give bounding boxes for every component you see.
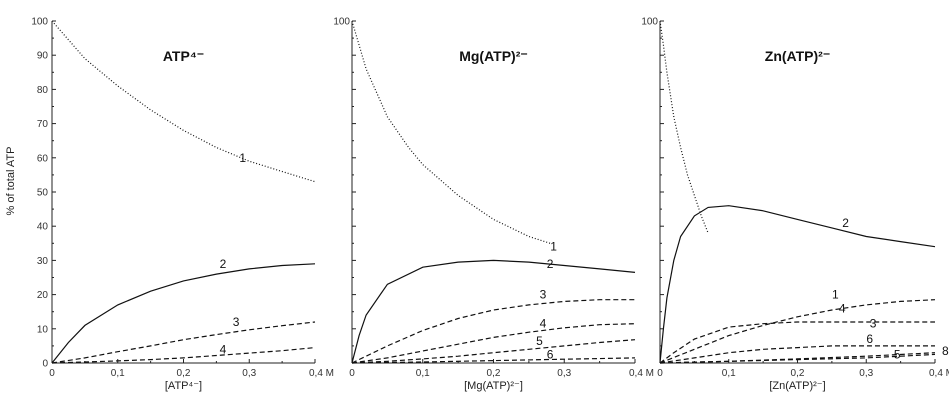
y-tick-label: 20 [37, 290, 49, 301]
y-tick-label: 30 [37, 256, 49, 267]
y-tick-label: 100 [333, 17, 350, 28]
y-tick-label: 50 [37, 188, 49, 199]
y-tick-label: 100 [641, 17, 658, 28]
series-label: 3 [870, 317, 877, 331]
series-label: 5 [536, 334, 543, 348]
x-tick-label: 0,4 M [309, 368, 334, 379]
series-label: 8 [942, 344, 949, 358]
y-tick-label: 70 [37, 119, 49, 130]
x-tick-label: 0,1 [722, 368, 736, 379]
series-label: 6 [866, 332, 873, 346]
x-tick-label: 0,1 [111, 368, 125, 379]
series-label: 4 [839, 301, 846, 315]
chart-title: Mg(ATP)²⁻ [459, 48, 528, 64]
chart-panel-3: 100 0 0,1 0,2 0,3 0,4 M [Zn(ATP)²⁻] Zn(ATP)²⁻ 1 2… [641, 17, 949, 393]
y-tick-label: 40 [37, 222, 49, 233]
x-tick-label: 0,2 [791, 368, 805, 379]
x-tick-label: 0,1 [416, 368, 430, 379]
series-label: 3 [233, 315, 240, 329]
series-line-5 [351, 339, 636, 364]
x-tick-label: 0,4 M [929, 368, 949, 379]
y-tick-label: 10 [37, 324, 49, 335]
series-line-1 [51, 20, 316, 183]
y-tick-label: 90 [37, 51, 49, 62]
series-line-4 [659, 299, 936, 364]
series-line-3 [351, 299, 635, 364]
chart-panel-2: 100 0 0,1 0,2 0,3 0,4 M [Mg(ATP)²⁻] Mg(ATP)²⁻ 1 2… [333, 17, 654, 393]
y-tick-label: 60 [37, 153, 49, 164]
chart-title: Zn(ATP)²⁻ [765, 48, 830, 64]
y-tick-label: 0 [42, 359, 48, 370]
series-label: 3 [540, 288, 547, 302]
series-line-6 [659, 345, 935, 364]
y-tick-label: 100 [31, 17, 48, 28]
x-tick-label: 0,3 [859, 368, 873, 379]
series-line-4 [51, 347, 316, 364]
series-line-1 [659, 20, 709, 234]
x-tick-label: 0,3 [242, 368, 256, 379]
y-axis-label: % of total ATP [5, 147, 17, 216]
x-axis-label: [Zn(ATP)²⁻] [769, 380, 825, 392]
series-line-2 [659, 205, 936, 364]
x-tick-label: 0,2 [487, 368, 501, 379]
series-label: 4 [540, 317, 547, 331]
series-label: 1 [550, 240, 557, 254]
series-label: 2 [547, 257, 554, 271]
series-label: 1 [239, 151, 246, 165]
series-label: 1 [832, 288, 839, 302]
x-tick-label: 0 [49, 368, 55, 379]
x-tick-label: 0 [657, 368, 663, 379]
chart-panel-1: 0 10 20 30 40 50 60 70 80 90 100 0 0,1 0,2 0,3 0,4 M [AT… [31, 17, 334, 393]
series-line-8 [659, 352, 936, 364]
series-line-2 [51, 263, 316, 364]
series-label: 2 [842, 216, 849, 230]
series-line-2 [351, 259, 636, 364]
x-tick-label: 0,4 M [629, 368, 654, 379]
series-line-3 [659, 321, 935, 364]
x-axis-label: [Mg(ATP)²⁻] [464, 380, 523, 392]
x-tick-label: 0,2 [177, 368, 191, 379]
x-axis-label: [ATP⁴⁻] [165, 380, 202, 392]
y-tick-label: 80 [37, 85, 49, 96]
chart-title: ATP⁴⁻ [163, 48, 204, 64]
series-label: 5 [894, 347, 901, 361]
series-label: 2 [220, 257, 227, 271]
series-line-6 [351, 357, 636, 364]
series-line-3 [51, 321, 316, 364]
x-tick-label: 0,3 [557, 368, 571, 379]
series-label: 4 [220, 342, 227, 356]
x-tick-label: 0 [349, 368, 355, 379]
series-label: 6 [547, 347, 554, 361]
